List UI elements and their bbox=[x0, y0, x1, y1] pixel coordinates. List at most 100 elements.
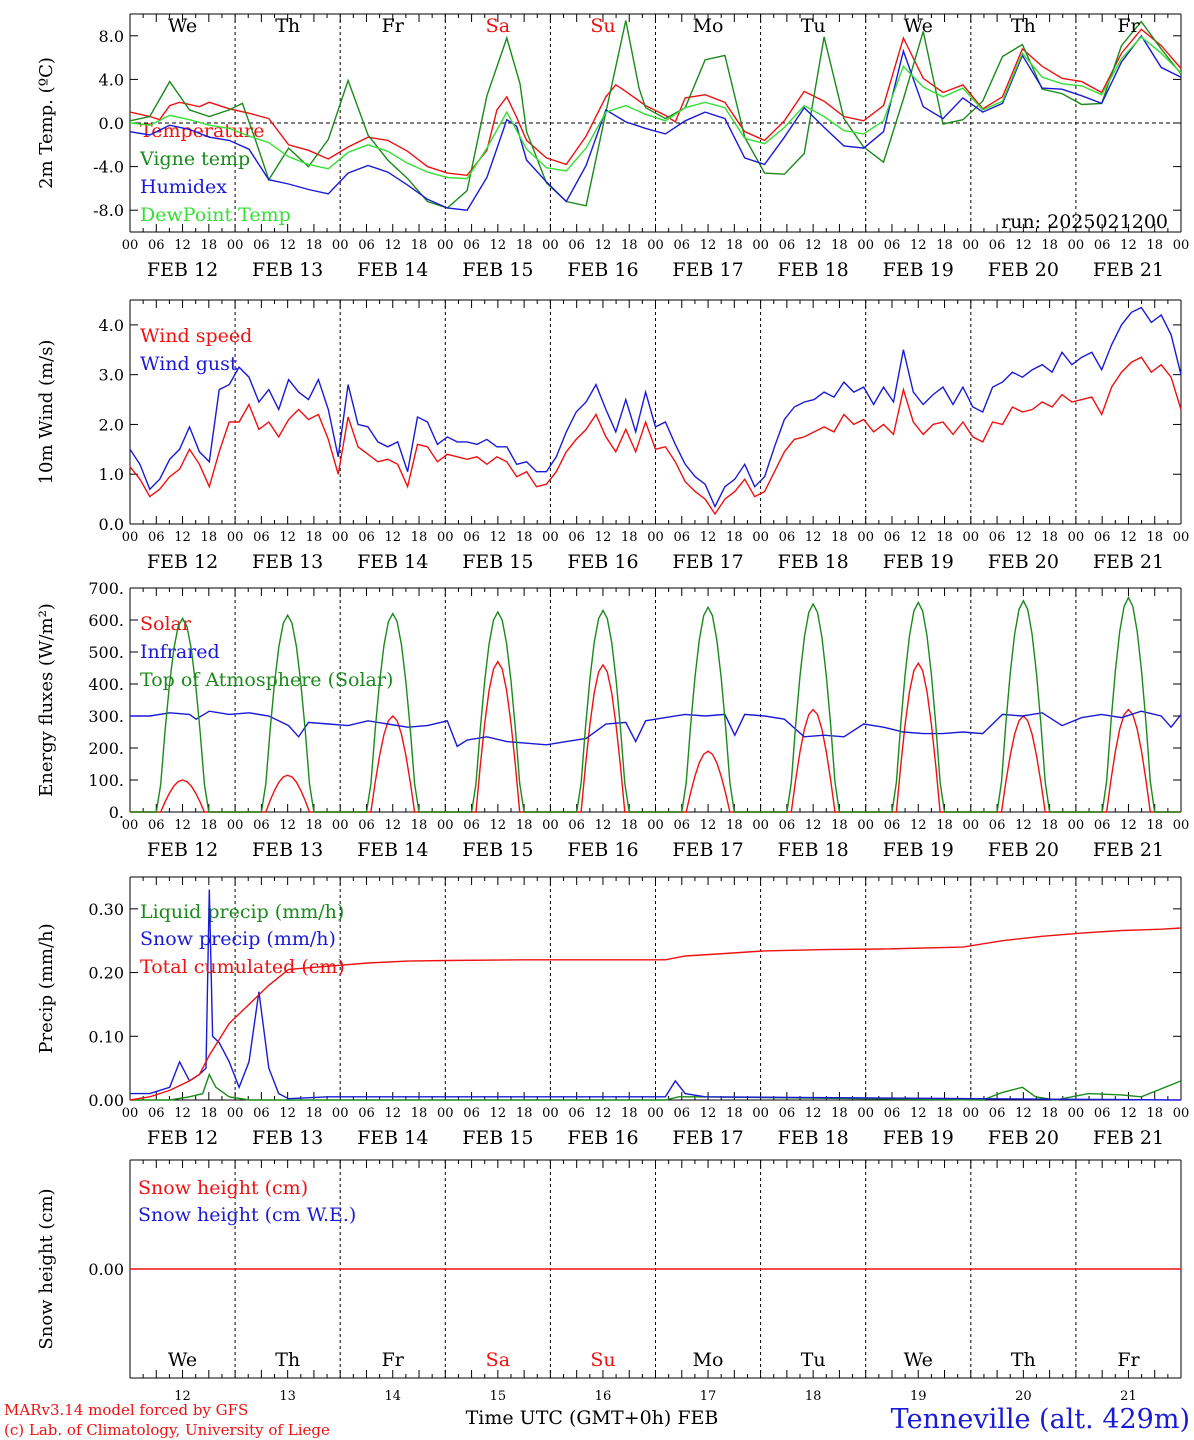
hour-tick-label: 18 bbox=[516, 818, 533, 833]
panel-5: 0.00 Snow height (cm) Snow height (cm) Snow… bbox=[36, 1159, 1182, 1404]
series-line-liquid-precip-mm-h- bbox=[130, 1072, 1182, 1101]
date-label: FEB 19 bbox=[883, 551, 954, 573]
day-abbr: Tu bbox=[801, 1349, 826, 1371]
hour-tick-label: 12 bbox=[490, 530, 507, 545]
hour-tick-label: 00 bbox=[963, 530, 980, 545]
y-tick-label: 2.0 bbox=[99, 415, 124, 434]
hour-tick-label: 06 bbox=[463, 238, 480, 253]
date-label: FEB 21 bbox=[1093, 551, 1164, 573]
date-label: FEB 14 bbox=[357, 1127, 428, 1149]
hour-tick-label: 06 bbox=[674, 238, 691, 253]
day-abbr: Th bbox=[275, 1349, 300, 1371]
day-number: 13 bbox=[279, 1389, 296, 1404]
hour-tick-label: 12 bbox=[595, 1106, 612, 1121]
date-label: FEB 21 bbox=[1093, 1127, 1164, 1149]
hour-tick-label: 12 bbox=[1015, 238, 1032, 253]
hour-tick-label: 00 bbox=[1173, 1106, 1190, 1121]
date-label: FEB 15 bbox=[462, 551, 533, 573]
date-label: FEB 21 bbox=[1093, 839, 1164, 861]
date-label: FEB 15 bbox=[462, 1127, 533, 1149]
hour-tick-label: 06 bbox=[463, 1106, 480, 1121]
hour-tick-label: 00 bbox=[1173, 238, 1190, 253]
date-label: FEB 18 bbox=[778, 259, 849, 281]
hour-tick-label: 06 bbox=[989, 530, 1006, 545]
hour-tick-label: 18 bbox=[726, 238, 743, 253]
y-tick-label: 600. bbox=[88, 611, 124, 630]
hour-tick-label: 06 bbox=[253, 530, 270, 545]
y-tick-label: 0.00 bbox=[88, 1091, 124, 1110]
hour-tick-label: 06 bbox=[568, 530, 585, 545]
hour-tick-label: 12 bbox=[279, 1106, 296, 1121]
hour-tick-label: 06 bbox=[253, 818, 270, 833]
date-label: FEB 20 bbox=[988, 551, 1059, 573]
hour-tick-label: 00 bbox=[542, 238, 559, 253]
hour-tick-label: 00 bbox=[122, 818, 139, 833]
hour-tick-label: 00 bbox=[963, 238, 980, 253]
chart-panels: -8.0-4.00.04.08.02m Temp. (ºC) Temperatur… bbox=[36, 13, 1190, 1404]
hour-tick-label: 12 bbox=[174, 818, 191, 833]
legend-entry: Snow height (cm W.E.) bbox=[138, 1204, 356, 1226]
hour-tick-label: 00 bbox=[752, 1106, 769, 1121]
hour-tick-label: 00 bbox=[752, 818, 769, 833]
hour-tick-label: 06 bbox=[674, 818, 691, 833]
series-line-top-of-atmosphere-solar- bbox=[130, 596, 1181, 813]
hour-tick-label: 18 bbox=[936, 818, 953, 833]
day-abbr: We bbox=[904, 1349, 933, 1371]
panel-2: 0.0 1.0 2.0 3.0 4.0 10m Wind (m/s) Wind speed W… bbox=[36, 299, 1189, 573]
day-number: 16 bbox=[595, 1389, 612, 1404]
hour-tick-label: 12 bbox=[700, 530, 717, 545]
hour-tick-label: 00 bbox=[1068, 818, 1085, 833]
hour-tick-label: 18 bbox=[726, 1106, 743, 1121]
day-abbr: We bbox=[904, 15, 933, 37]
date-label: FEB 19 bbox=[883, 1127, 954, 1149]
y-tick-label: 0.0 bbox=[99, 114, 124, 133]
hour-tick-label: 18 bbox=[936, 1106, 953, 1121]
hour-tick-label: 00 bbox=[227, 1106, 244, 1121]
hour-tick-label: 12 bbox=[700, 238, 717, 253]
hour-tick-label: 12 bbox=[805, 238, 822, 253]
hour-tick-label: 18 bbox=[516, 1106, 533, 1121]
hour-tick-label: 12 bbox=[174, 238, 191, 253]
hour-tick-label: 00 bbox=[122, 238, 139, 253]
day-abbr: Su bbox=[590, 15, 615, 37]
date-label: FEB 14 bbox=[357, 259, 428, 281]
hour-tick-label: 12 bbox=[595, 818, 612, 833]
hour-tick-label: 00 bbox=[857, 238, 874, 253]
hour-tick-label: 06 bbox=[1094, 818, 1111, 833]
hour-tick-label: 18 bbox=[306, 530, 323, 545]
y-tick-label: 0.00 bbox=[88, 1260, 124, 1279]
hour-tick-label: 18 bbox=[621, 818, 638, 833]
day-number: 18 bbox=[805, 1389, 822, 1404]
date-label: FEB 20 bbox=[988, 259, 1059, 281]
date-label: FEB 16 bbox=[567, 1127, 638, 1149]
panel-1: -8.0-4.00.04.08.02m Temp. (ºC) Temperatur… bbox=[36, 13, 1190, 281]
hour-tick-label: 00 bbox=[1068, 238, 1085, 253]
y-tick-label: 1.0 bbox=[99, 465, 124, 484]
hour-tick-label: 12 bbox=[174, 1106, 191, 1121]
hour-tick-label: 12 bbox=[279, 238, 296, 253]
hour-tick-label: 00 bbox=[542, 530, 559, 545]
hour-tick-label: 06 bbox=[884, 238, 901, 253]
hour-tick-label: 18 bbox=[411, 530, 428, 545]
y-axis-label: Precip (mm/h) bbox=[36, 923, 57, 1053]
hour-tick-label: 12 bbox=[805, 818, 822, 833]
hour-tick-label: 00 bbox=[647, 1106, 664, 1121]
date-label: FEB 12 bbox=[147, 259, 218, 281]
hour-tick-label: 12 bbox=[910, 530, 927, 545]
y-tick-label: 700. bbox=[88, 579, 124, 598]
hour-tick-label: 18 bbox=[1146, 238, 1163, 253]
date-label: FEB 18 bbox=[778, 551, 849, 573]
y-axis-label: 2m Temp. (ºC) bbox=[36, 57, 57, 189]
date-label: FEB 18 bbox=[778, 839, 849, 861]
day-abbr: Fr bbox=[382, 15, 405, 37]
hour-tick-label: 00 bbox=[1068, 530, 1085, 545]
hour-tick-label: 00 bbox=[752, 530, 769, 545]
hour-tick-label: 12 bbox=[595, 238, 612, 253]
hour-tick-label: 12 bbox=[1120, 1106, 1137, 1121]
day-number: 14 bbox=[384, 1389, 401, 1404]
hour-tick-label: 12 bbox=[1015, 530, 1032, 545]
day-abbr: Mo bbox=[693, 1349, 724, 1371]
hour-tick-label: 00 bbox=[227, 818, 244, 833]
hour-tick-label: 18 bbox=[411, 238, 428, 253]
series-line-temperature bbox=[129, 28, 1182, 177]
